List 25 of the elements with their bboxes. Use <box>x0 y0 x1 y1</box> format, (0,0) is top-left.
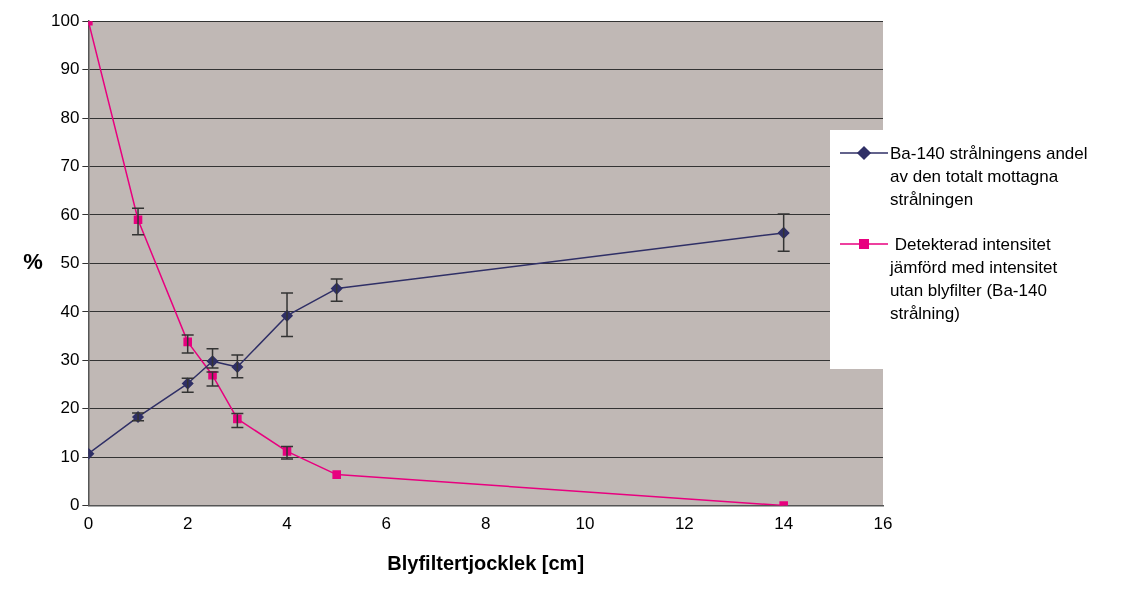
point <box>332 470 341 479</box>
x-tick-label: 10 <box>575 514 595 534</box>
y-tick-label: 30 <box>60 349 80 369</box>
y-tick-label: 50 <box>60 253 80 273</box>
x-tick-label: 6 <box>381 514 392 534</box>
y-tick-label: 70 <box>60 156 80 176</box>
legend-label: Ba-140 strålningens andel av den totalt mottagna strålningen <box>890 143 1089 211</box>
x-axis-title: Blyfiltertjocklek [cm] <box>387 551 585 574</box>
x-tick-label: 14 <box>774 514 794 534</box>
y-tick-label: 20 <box>60 398 80 418</box>
y-tick-label: 100 <box>50 10 80 30</box>
x-tick-label: 8 <box>480 514 491 534</box>
y-tick-label: 80 <box>60 107 80 127</box>
y-tick-label: 10 <box>60 446 80 466</box>
y-tick-label: 90 <box>60 59 80 79</box>
legend-label: Detekterad intensitet jämförd med intensitet utan blyfilter (Ba-140 strålning) <box>890 234 1059 325</box>
x-tick-label: 16 <box>873 514 893 534</box>
x-tick-label: 4 <box>282 514 292 534</box>
x-tick-label: 12 <box>674 514 694 534</box>
y-tick-label: 60 <box>60 204 80 224</box>
y-tick-label: 0 <box>69 495 80 515</box>
y-axis-title: % <box>23 249 43 275</box>
x-tick-label: 2 <box>182 514 193 534</box>
y-tick-label: 40 <box>60 301 80 321</box>
x-tick-label: 0 <box>83 514 94 534</box>
